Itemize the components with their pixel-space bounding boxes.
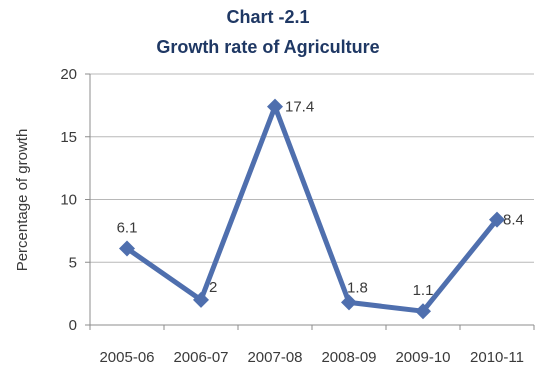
data-point-marker [193, 291, 209, 308]
x-tick-label: 2006-07 [173, 349, 228, 366]
x-tick-label: 2008-09 [321, 349, 376, 366]
y-tick-labels: 0 5 10 15 20 [60, 66, 77, 334]
chart-subtitle: Growth rate of Agriculture [156, 37, 379, 57]
data-point-marker [341, 294, 357, 311]
series-line [124, 104, 500, 314]
y-axis-label: Percentage of growth [14, 129, 31, 272]
data-point-marker [267, 98, 283, 115]
data-point-marker [119, 240, 135, 257]
data-labels: 6.1 2 17.4 1.8 1.1 8.4 [117, 99, 524, 300]
y-tick-label: 5 [69, 254, 77, 271]
y-tick-label: 10 [60, 192, 77, 209]
y-tick-label: 15 [60, 129, 77, 146]
data-label: 8.4 [503, 212, 524, 229]
data-label: 1.8 [347, 279, 368, 296]
x-tick-label: 2009-10 [395, 349, 450, 366]
data-label: 1.1 [413, 282, 434, 299]
axes [85, 73, 535, 330]
series-markers [119, 98, 505, 320]
data-label: 17.4 [285, 99, 314, 116]
data-label: 6.1 [117, 219, 138, 236]
chart-title: Chart -2.1 [226, 7, 309, 27]
x-tick-labels: 2005-06 2006-07 2007-08 2008-09 2009-10 2010-… [99, 349, 524, 366]
x-tick-label: 2010-11 [470, 349, 524, 366]
data-point-marker [489, 211, 505, 228]
x-tick-label: 2007-08 [247, 349, 302, 366]
data-point-marker [415, 303, 431, 320]
y-tick-label: 20 [60, 66, 77, 83]
y-tick-label: 0 [69, 317, 77, 334]
x-tick-label: 2005-06 [99, 349, 154, 366]
series-line-path [124, 104, 500, 314]
data-label: 2 [209, 279, 217, 296]
